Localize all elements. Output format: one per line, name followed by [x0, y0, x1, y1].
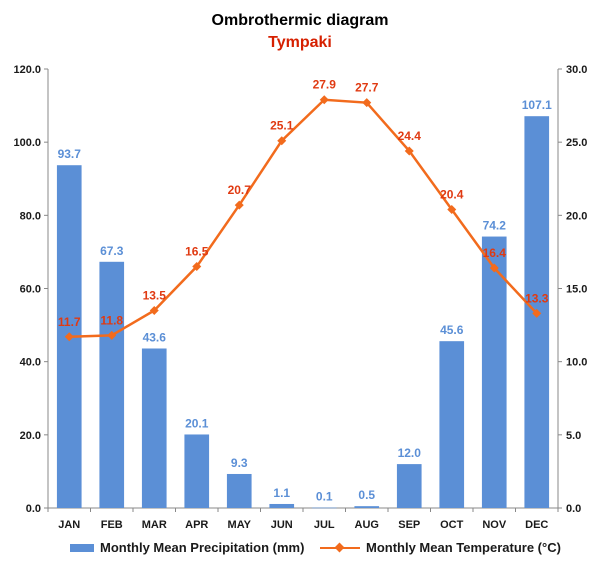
temperature-point — [532, 308, 542, 318]
left-axis-tick-label: 60.0 — [20, 284, 41, 296]
temperature-point — [64, 332, 74, 342]
temperature-data-label: 11.8 — [100, 313, 123, 327]
precipitation-bar — [396, 464, 422, 508]
chart-subtitle: Tympaki — [268, 34, 332, 51]
precipitation-bar — [354, 506, 380, 508]
legend-item-precipitation: Monthly Mean Precipitation (mm) — [70, 540, 304, 555]
precipitation-bar — [226, 473, 252, 508]
legend-item-temperature: Monthly Mean Temperature (°C) — [320, 540, 561, 555]
temperature-point — [107, 330, 117, 340]
precipitation-bar — [481, 236, 507, 508]
temperature-data-label: 16.4 — [483, 246, 507, 260]
x-axis-tick-label: DEC — [525, 519, 548, 531]
precipitation-data-label: 107.1 — [522, 98, 552, 112]
right-axis-tick-label: 30.0 — [566, 64, 587, 76]
precipitation-data-label: 20.1 — [185, 416, 209, 430]
legend: Monthly Mean Precipitation (mm) Monthly … — [0, 540, 600, 562]
precipitation-bar — [269, 503, 295, 508]
temperature-data-label: 13.5 — [143, 288, 167, 302]
precipitation-data-label: 43.6 — [143, 330, 167, 344]
precipitation-data-label: 1.1 — [273, 486, 290, 500]
x-axis-tick-label: MAR — [142, 519, 167, 531]
precipitation-bar — [184, 434, 210, 508]
precipitation-data-label: 93.7 — [58, 147, 82, 161]
x-axis-tick-label: JUN — [271, 519, 293, 531]
left-axis-tick-label: 20.0 — [20, 430, 41, 442]
x-axis-tick-label: SEP — [398, 519, 420, 531]
precipitation-bar — [311, 507, 337, 509]
x-axis-tick-label: JAN — [58, 519, 80, 531]
left-axis-tick-label: 0.0 — [26, 503, 41, 515]
x-axis-tick-label: APR — [185, 519, 208, 531]
legend-label-precipitation: Monthly Mean Precipitation (mm) — [100, 540, 305, 555]
left-axis-tick-label: 80.0 — [20, 210, 41, 222]
left-axis-tick-label: 40.0 — [20, 357, 41, 369]
temperature-data-label: 20.4 — [440, 187, 464, 201]
temperature-data-label: 27.7 — [355, 81, 379, 95]
temperature-line — [69, 98, 538, 339]
precipitation-data-label: 12.0 — [398, 446, 422, 460]
right-axis-tick-label: 20.0 — [566, 210, 587, 222]
temperature-data-label: 25.1 — [270, 119, 294, 133]
legend-label-temperature: Monthly Mean Temperature (°C) — [366, 540, 561, 555]
precipitation-data-label: 9.3 — [231, 456, 248, 470]
precipitation-bar — [439, 341, 465, 508]
temperature-data-label: 11.7 — [58, 315, 81, 329]
temperature-point — [362, 98, 372, 108]
chart-title: Ombrothermic diagram — [211, 12, 389, 29]
precipitation-data-label: 0.5 — [358, 488, 375, 502]
precipitation-data-label: 0.1 — [316, 490, 333, 504]
x-axis-tick-label: FEB — [101, 519, 123, 531]
x-axis-tick-label: JUL — [314, 519, 335, 531]
x-axis-tick-label: MAY — [228, 519, 252, 531]
precipitation-data-label: 67.3 — [100, 244, 124, 258]
x-axis-tick-label: OCT — [440, 519, 464, 531]
left-axis-tick-label: 120.0 — [13, 64, 41, 76]
right-axis-tick-label: 25.0 — [566, 137, 587, 149]
temperature-point — [277, 136, 287, 146]
temperature-point — [319, 95, 329, 105]
legend-swatch-temperature — [320, 542, 360, 554]
temperature-data-label: 20.7 — [228, 183, 252, 197]
precipitation-data-label: 45.6 — [440, 323, 464, 337]
temperature-data-label: 13.3 — [525, 291, 549, 305]
temperature-point — [404, 146, 414, 156]
left-axis-tick-label: 100.0 — [13, 137, 41, 149]
temperature-point — [489, 263, 499, 273]
temperature-data-label: 24.4 — [398, 129, 422, 143]
precipitation-bar — [99, 261, 125, 508]
temperature-point — [192, 262, 202, 272]
right-axis-tick-label: 5.0 — [566, 430, 581, 442]
right-axis-tick-label: 10.0 — [566, 357, 587, 369]
legend-swatch-precipitation — [70, 543, 94, 552]
right-axis-tick-label: 15.0 — [566, 284, 587, 296]
precipitation-data-label: 74.2 — [483, 219, 507, 233]
x-axis-tick-label: NOV — [482, 519, 507, 531]
precipitation-bar — [141, 348, 167, 508]
temperature-data-label: 27.9 — [313, 78, 337, 92]
temperature-point — [234, 200, 244, 210]
temperature-point — [447, 204, 457, 214]
temperature-data-label: 16.5 — [185, 245, 209, 259]
temperature-point — [149, 305, 159, 315]
x-axis-tick-label: AUG — [355, 519, 379, 531]
right-axis-tick-label: 0.0 — [566, 503, 581, 515]
